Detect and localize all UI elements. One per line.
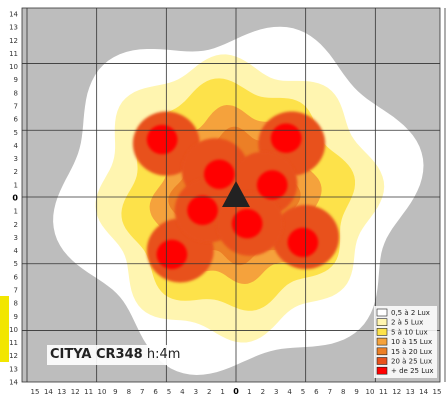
x-tick-label: 15 (433, 388, 442, 396)
y-tick-label: 5 (14, 260, 18, 268)
y-tick-label: 9 (14, 76, 18, 84)
legend-swatch (376, 328, 388, 336)
hotspot-core-2 (270, 123, 302, 153)
y-tick-label: 12 (9, 37, 18, 45)
legend-swatch (376, 308, 388, 317)
grid-lines (21, 7, 446, 383)
y-tick-label: 13 (9, 365, 18, 373)
y-tick-label: 11 (9, 339, 18, 347)
legend-swatch (376, 347, 388, 356)
y-tick-label: 3 (14, 155, 18, 163)
x-tick-label: 14 (44, 388, 53, 396)
mounting-height: h:4m (146, 347, 181, 362)
y-tick-label: 13 (9, 24, 18, 32)
chart-title: CITYA CR348 h:4m (47, 345, 184, 365)
legend-swatch (376, 337, 388, 346)
legend-label: 15 à 20 Lux (391, 348, 432, 356)
legend-label: 2 à 5 Lux (391, 319, 423, 327)
x-tick-label: 5 (167, 388, 171, 396)
x-tick-label: 11 (379, 388, 388, 396)
y-tick-label: 10 (9, 326, 18, 334)
hotspot-core-1 (146, 124, 178, 155)
y-tick-label: 4 (14, 247, 19, 255)
x-tick-label: 2 (207, 388, 211, 396)
x-tick-label: 7 (328, 388, 332, 396)
x-tick-label: 13 (406, 388, 415, 396)
legend-swatch (376, 318, 388, 327)
plot-border (21, 7, 441, 383)
legend-label: 5 à 10 Lux (391, 328, 428, 336)
x-tick-label: 8 (341, 388, 345, 396)
x-tick-label: 0 (233, 387, 239, 396)
x-axis-ticks: 15 14 13 12 11 10 9 8 7 6 5 4 3 2 1 0 1 2 3 4 5 6 7 8 9 10 11 12 13 1… (31, 387, 442, 396)
x-tick-label: 11 (84, 388, 93, 396)
x-tick-label: 5 (301, 388, 305, 396)
legend-swatch (376, 357, 388, 365)
side-accent-bar (0, 296, 9, 362)
y-tick-label: 6 (14, 116, 19, 124)
y-tick-label: 4 (14, 142, 19, 150)
x-tick-label: 9 (113, 388, 117, 396)
model-name: CITYA CR348 (50, 347, 143, 362)
y-tick-label: 8 (14, 300, 18, 308)
y-tick-label: 0 (12, 194, 18, 203)
x-tick-label: 13 (57, 388, 66, 396)
hotspot-core-5 (203, 159, 235, 189)
y-tick-label: 1 (14, 208, 18, 216)
y-tick-label: 9 (14, 313, 18, 321)
legend-label: 20 à 25 Lux (391, 358, 432, 366)
x-tick-label: 6 (314, 388, 319, 396)
luminaire-marker-icon (222, 181, 250, 207)
x-tick-label: 12 (392, 388, 401, 396)
y-tick-label: 2 (14, 221, 18, 229)
y-tick-label: 10 (9, 63, 18, 71)
legend-swatch (376, 366, 388, 375)
x-tick-label: 9 (354, 388, 358, 396)
y-tick-label: 14 (9, 11, 18, 19)
x-tick-label: 15 (31, 388, 40, 396)
y-tick-label: 8 (14, 89, 18, 97)
x-tick-label: 8 (127, 388, 131, 396)
y-tick-label: 1 (14, 181, 18, 189)
legend-label: 0,5 à 2 Lux (391, 309, 430, 317)
x-tick-label: 1 (247, 388, 251, 396)
x-tick-label: 14 (419, 388, 428, 396)
x-tick-label: 4 (180, 388, 185, 396)
x-tick-label: 4 (287, 388, 292, 396)
hotspot-core-3 (156, 239, 188, 270)
x-tick-label: 1 (220, 388, 224, 396)
x-tick-label: 12 (71, 388, 80, 396)
legend-label: + de 25 Lux (391, 367, 434, 375)
x-tick-label: 10 (366, 388, 375, 396)
x-tick-label: 2 (261, 388, 265, 396)
hotspot-core-4 (287, 227, 319, 258)
y-tick-label: 5 (14, 129, 18, 137)
y-tick-label: 11 (9, 50, 18, 58)
x-tick-label: 3 (274, 388, 278, 396)
hotspot-core-6 (256, 170, 288, 200)
y-tick-label: 2 (14, 168, 18, 176)
y-tick-label: 3 (14, 234, 18, 242)
x-tick-label: 10 (98, 388, 107, 396)
x-tick-label: 7 (140, 388, 144, 396)
legend-label: 10 à 15 Lux (391, 338, 432, 346)
hotspot-core-8 (231, 209, 263, 239)
y-tick-label: 7 (14, 103, 18, 111)
y-tick-label: 14 (9, 379, 18, 387)
y-tick-label: 7 (14, 287, 18, 295)
y-tick-label: 12 (9, 352, 18, 360)
hotspot-core-7 (187, 195, 218, 226)
y-tick-label: 6 (14, 273, 19, 281)
x-tick-label: 6 (153, 388, 158, 396)
x-tick-label: 3 (194, 388, 198, 396)
